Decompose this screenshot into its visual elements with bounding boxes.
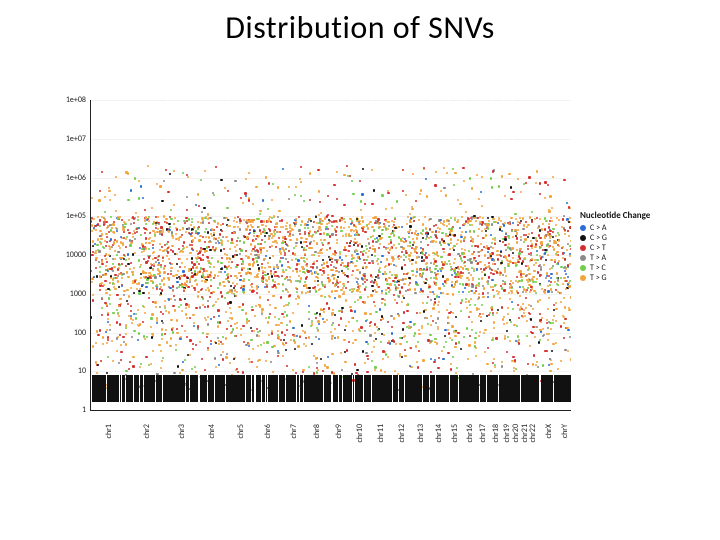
x-tick-label: chr2 [142,424,152,438]
legend-label: C > A [590,223,607,233]
chromosome-separator [130,100,131,410]
x-tick-label: chr3 [177,424,187,438]
x-tick-label: chr22 [528,424,538,442]
x-axis: chr1 chr2 chr3 chr4 chr5 chr6 chr7 chr8 chr9 chr1… [90,410,570,470]
legend-swatch [580,245,586,251]
snv-distribution-chart: 1101001000100001e+051e+061e+071e+08 chr1… [40,100,680,480]
y-tick-label: 1e+05 [66,211,86,221]
legend-items: C > AC > GC > TT > AT > CT > G [580,223,680,283]
chromosome-separator [198,100,199,410]
x-tick-label: chr11 [376,424,386,442]
y-tick-label: 10000 [66,250,86,260]
legend-swatch [580,235,586,241]
y-axis: 1101001000100001e+051e+061e+071e+08 [40,100,90,410]
legend-swatch [580,275,586,281]
y-tick-label: 1e+06 [66,173,86,183]
legend-swatch [580,265,586,271]
x-tick-label: chrY [560,424,570,438]
y-tick-label: 100 [74,328,86,338]
x-tick-label: chr10 [355,424,365,442]
x-tick-label: chr8 [312,424,322,438]
x-tick-label: chr7 [289,424,299,438]
legend-item: T > G [580,273,680,283]
x-tick-label: chr18 [491,424,501,442]
chromosome-separator [512,100,513,410]
x-tick-label: chr6 [263,424,273,438]
gridline [91,178,571,179]
chromosome-separator [522,100,523,410]
legend-item: C > G [580,233,680,243]
x-tick-label: chr4 [207,424,217,438]
y-tick-label: 1 [82,405,86,415]
x-tick-label: chr14 [434,424,444,442]
x-tick-label: chr17 [478,424,488,442]
legend-label: T > C [590,263,606,273]
legend-item: T > C [580,263,680,273]
y-tick-label: 1e+08 [66,95,86,105]
x-tick-label: chr5 [236,424,246,438]
x-tick-label: chr9 [334,424,344,438]
legend-label: T > A [590,253,606,263]
slide: Distribution of SNVs 1 10 100 1000 10000 1e+0… [0,0,720,540]
legend-item: C > T [580,243,680,253]
legend-swatch [580,255,586,261]
x-tick-label: chrX [544,424,554,439]
x-tick-label: chr13 [416,424,426,442]
y-tick-label: 1e+07 [66,134,86,144]
legend-label: C > T [590,243,606,253]
x-tick-label: chr16 [465,424,475,442]
chromosome-separator [431,100,432,410]
legend-label: C > G [590,233,607,243]
chromosome-separator [330,100,331,410]
x-tick-label: chr1 [104,424,114,438]
chromosome-separator [414,100,415,410]
legend-swatch [580,225,586,231]
gridline [91,139,571,140]
legend-title: Nucleotide Change [580,210,680,221]
gridline [91,100,571,101]
legend: Nucleotide Change C > AC > GC > TT > AT … [580,210,680,283]
x-tick-label: chr15 [450,424,460,442]
plot-area [90,100,571,411]
chromosome-separator [307,100,308,410]
y-tick-label: 1000 [70,289,86,299]
legend-label: T > G [590,273,607,283]
x-tick-label: chr12 [397,424,407,442]
page-title: Distribution of SNVs [0,8,720,47]
legend-item: C > A [580,223,680,233]
y-tick-label: 10 [78,366,86,376]
chromosome-separator [562,100,563,410]
legend-item: T > A [580,253,680,263]
